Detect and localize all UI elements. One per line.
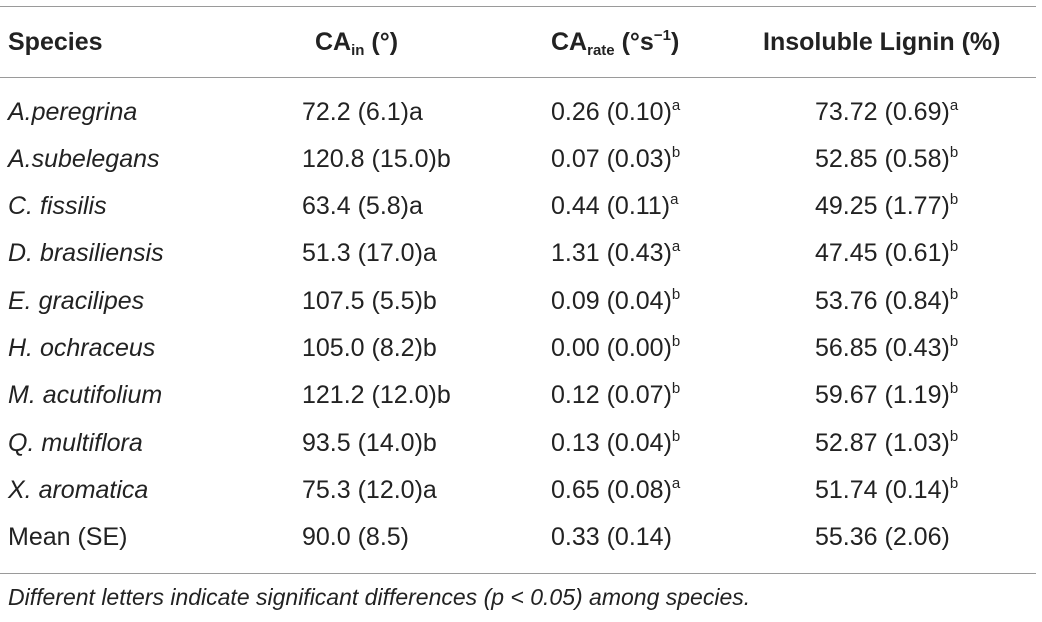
species-cell: H. ochraceus xyxy=(8,334,156,362)
table-footnote: Different letters indicate significant d… xyxy=(8,584,751,610)
species-cell: E. gracilipes xyxy=(8,287,145,315)
header-ca-rate: CArate (°s−1) xyxy=(551,27,680,59)
table-top-rule xyxy=(0,6,1036,7)
ca-rate-cell: 0.07 (0.03)b xyxy=(551,144,681,173)
lignin-cell: 52.85 (0.58)b xyxy=(815,144,959,173)
table-row: E. gracilipes 107.5 (5.5)b 0.09 (0.04)b … xyxy=(0,278,1042,325)
ca-rate-cell: 0.13 (0.04)b xyxy=(551,428,681,457)
header-ca-in: CAin (°) xyxy=(315,28,399,59)
species-cell: Q. multiflora xyxy=(8,429,143,457)
table-row: C. fissilis 63.4 (5.8)a 0.44 (0.11)a 49.… xyxy=(0,183,1042,230)
ca-in-cell: 121.2 (12.0)b xyxy=(302,381,451,409)
species-cell: A.peregrina xyxy=(8,98,138,126)
ca-in-cell: 93.5 (14.0)b xyxy=(302,429,437,457)
table-row: M. acutifolium 121.2 (12.0)b 0.12 (0.07)… xyxy=(0,372,1042,419)
lignin-cell: 47.45 (0.61)b xyxy=(815,238,959,267)
lignin-cell: 59.67 (1.19)b xyxy=(815,380,959,409)
table-row: Q. multiflora 93.5 (14.0)b 0.13 (0.04)b … xyxy=(0,420,1042,467)
species-cell: A.subelegans xyxy=(8,145,160,173)
ca-in-cell: 72.2 (6.1)a xyxy=(302,98,423,126)
lignin-cell: 51.74 (0.14)b xyxy=(815,475,959,504)
table-header-row: Species CAin (°) CArate (°s−1) Insoluble… xyxy=(0,19,1042,66)
ca-rate-cell: 0.12 (0.07)b xyxy=(551,380,681,409)
species-cell: X. aromatica xyxy=(8,476,149,504)
ca-in-cell: 51.3 (17.0)a xyxy=(302,239,437,267)
mean-label: Mean (SE) xyxy=(8,523,128,551)
table-bottom-rule xyxy=(0,573,1036,574)
table-row: X. aromatica 75.3 (12.0)a 0.65 (0.08)a 5… xyxy=(0,467,1042,514)
ca-rate-cell: 0.09 (0.04)b xyxy=(551,286,681,315)
species-cell: C. fissilis xyxy=(8,192,107,220)
header-insoluble-lignin: Insoluble Lignin (%) xyxy=(763,28,1001,56)
ca-rate-cell: 0.26 (0.10)a xyxy=(551,97,681,126)
lignin-cell: 73.72 (0.69)a xyxy=(815,97,959,126)
lignin-cell: 49.25 (1.77)b xyxy=(815,191,959,220)
mean-ca-rate: 0.33 (0.14) xyxy=(551,523,672,551)
ca-in-cell: 107.5 (5.5)b xyxy=(302,287,437,315)
species-cell: M. acutifolium xyxy=(8,381,163,409)
ca-in-cell: 105.0 (8.2)b xyxy=(302,334,437,362)
mean-row: Mean (SE) 90.0 (8.5) 0.33 (0.14) 55.36 (… xyxy=(0,514,1042,561)
table-row: H. ochraceus 105.0 (8.2)b 0.00 (0.00)b 5… xyxy=(0,325,1042,372)
lignin-cell: 52.87 (1.03)b xyxy=(815,428,959,457)
table-row: A.subelegans 120.8 (15.0)b 0.07 (0.03)b … xyxy=(0,136,1042,183)
ca-in-cell: 75.3 (12.0)a xyxy=(302,476,437,504)
ca-rate-cell: 0.65 (0.08)a xyxy=(551,475,681,504)
ca-in-cell: 120.8 (15.0)b xyxy=(302,145,451,173)
lignin-cell: 53.76 (0.84)b xyxy=(815,286,959,315)
mean-lignin: 55.36 (2.06) xyxy=(815,523,950,551)
table-header-rule xyxy=(0,77,1036,78)
species-cell: D. brasiliensis xyxy=(8,239,164,267)
ca-rate-cell: 0.00 (0.00)b xyxy=(551,333,681,362)
mean-ca-in: 90.0 (8.5) xyxy=(302,523,410,551)
table-row: D. brasiliensis 51.3 (17.0)a 1.31 (0.43)… xyxy=(0,230,1042,277)
ca-in-cell: 63.4 (5.8)a xyxy=(302,192,423,220)
header-species: Species xyxy=(8,28,103,56)
ca-rate-cell: 0.44 (0.11)a xyxy=(551,191,679,220)
table-row: A.peregrina 72.2 (6.1)a 0.26 (0.10)a 73.… xyxy=(0,89,1042,136)
lignin-cell: 56.85 (0.43)b xyxy=(815,333,959,362)
ca-rate-cell: 1.31 (0.43)a xyxy=(551,238,681,267)
